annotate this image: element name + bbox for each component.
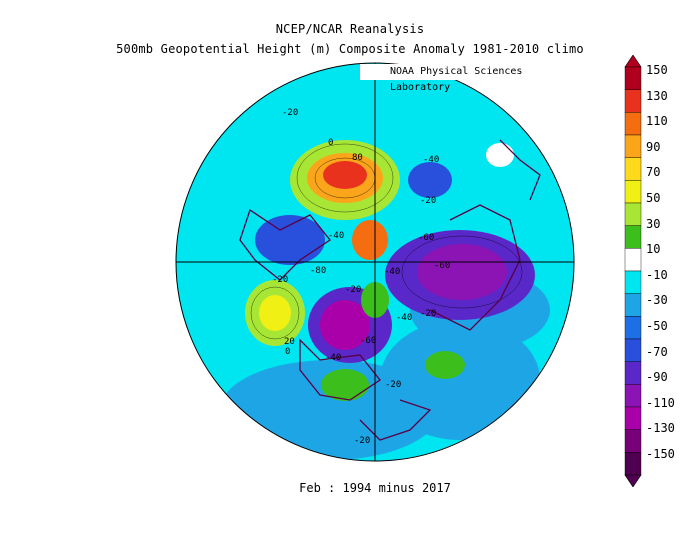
- high-southeast: [425, 351, 465, 379]
- colorbar-bottom-arrow: [624, 474, 642, 487]
- colorbar-label: 30: [646, 216, 661, 231]
- colorbar-segment: [624, 270, 642, 294]
- colorbar-segment: [624, 361, 642, 385]
- map-label: -20: [420, 309, 436, 319]
- colorbar-label: -50: [646, 319, 668, 333]
- map-label: -80: [310, 266, 326, 276]
- low-center-core: [320, 300, 370, 350]
- colorbar-segment: [624, 452, 642, 476]
- map-label: 0: [285, 347, 290, 357]
- colorbar-label: -110: [646, 395, 675, 410]
- colorbar-label: 110: [646, 114, 668, 129]
- colorbar-segment: [624, 225, 642, 249]
- map-label: -40: [384, 267, 400, 277]
- colorbar-segment: [624, 66, 642, 90]
- map-label: -20: [282, 108, 298, 118]
- colorbar-segment: [624, 112, 642, 136]
- colorbar-segment: [624, 429, 642, 453]
- colorbar-segment: [624, 89, 642, 113]
- colorbar-label: 150: [646, 63, 668, 77]
- map-label: -20: [272, 275, 288, 285]
- map-label: -40: [328, 231, 344, 241]
- colorbar-segment: [624, 384, 642, 408]
- colorbar-label: -70: [646, 344, 668, 359]
- coastlines: [239, 139, 541, 441]
- colorbar-segment: [624, 134, 642, 158]
- colorbar-label: 10: [646, 242, 661, 257]
- colorbar-segment: [624, 157, 642, 181]
- colorbar-label: 90: [646, 139, 661, 154]
- low-east-core: [417, 244, 507, 300]
- negative-region-southeast: [380, 320, 540, 440]
- colorbar-label: 50: [646, 191, 661, 205]
- colorbar-label: -90: [646, 370, 668, 385]
- high-center: [352, 220, 388, 260]
- map-label: 0: [328, 138, 333, 148]
- colorbar-label: -10: [646, 267, 668, 282]
- colorbar-label: -150: [646, 447, 675, 461]
- map-label: 80: [352, 153, 363, 163]
- anomaly-field: [176, 63, 574, 461]
- credit-label: NOAA Physical Sciences Laboratory: [360, 64, 572, 93]
- map-label: -40: [396, 313, 412, 323]
- map-label: -20: [354, 436, 370, 446]
- colorbar-segment: [624, 316, 642, 340]
- neutral-patch: [486, 143, 514, 167]
- low-north: [255, 215, 325, 265]
- colorbar-label: -30: [646, 293, 668, 308]
- colorbar-segment: [624, 248, 642, 272]
- high-south: [321, 369, 369, 401]
- contour-labels: -20 -40 -20 -40 -60 -80 -60 -40 -20 -20 …: [272, 108, 450, 446]
- colorbar-label: -130: [646, 421, 675, 436]
- colorbar-label: 130: [646, 88, 668, 103]
- map-label: -60: [418, 233, 434, 243]
- map-label: -20: [345, 285, 361, 295]
- map-label: 20: [284, 337, 295, 347]
- high-north-core: [323, 161, 367, 189]
- map-label: -20: [385, 380, 401, 390]
- colorbar-top-arrow: [624, 55, 642, 68]
- map-label: -60: [360, 336, 376, 346]
- page-subtitle: 500mb Geopotential Height (m) Composite …: [116, 42, 584, 56]
- colorbar-segment: [624, 202, 642, 226]
- date-caption: Feb : 1994 minus 2017: [299, 481, 451, 495]
- colorbar-segment: [624, 406, 642, 430]
- colorbar-segment: [624, 338, 642, 362]
- map-label: -20: [420, 196, 436, 206]
- page-title: NCEP/NCAR Reanalysis: [275, 22, 425, 36]
- colorbar-segment: [624, 293, 642, 317]
- high-west-core: [259, 295, 291, 331]
- low-northeast: [408, 162, 452, 198]
- colorbar: [624, 55, 642, 487]
- map-label: -40: [423, 155, 439, 165]
- map-label: -60: [434, 261, 450, 271]
- colorbar-label: 70: [646, 165, 661, 180]
- colorbar-segment: [624, 180, 642, 204]
- map-label: -40: [325, 353, 341, 363]
